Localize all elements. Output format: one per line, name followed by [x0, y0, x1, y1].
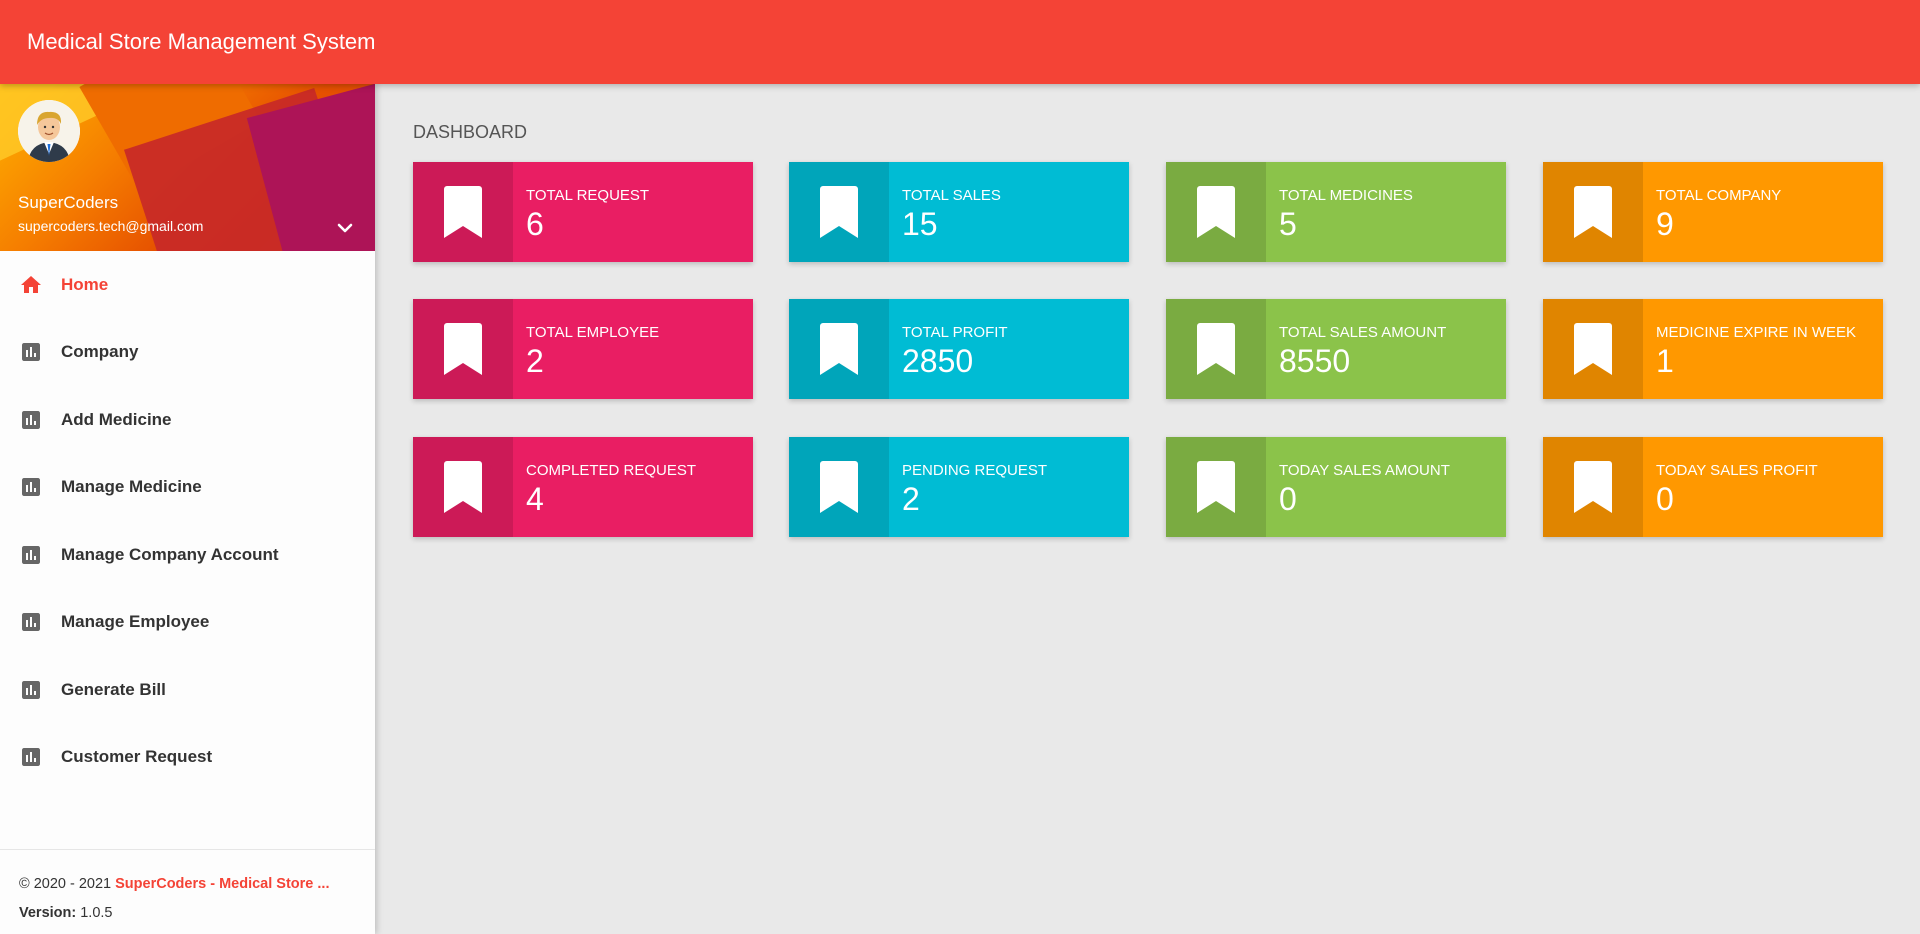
- card-label: TOTAL MEDICINES: [1279, 187, 1413, 204]
- card-total-sales-amount[interactable]: TOTAL SALES AMOUNT 8550: [1166, 299, 1506, 399]
- bookmark-icon: [1166, 437, 1266, 537]
- copyright-years: © 2020 - 2021: [19, 876, 116, 892]
- bar-chart-icon: [22, 748, 40, 767]
- card-medicine-expire-in-week[interactable]: MEDICINE EXPIRE IN WEEK 1: [1543, 299, 1883, 399]
- card-total-employee[interactable]: TOTAL EMPLOYEE 2: [413, 299, 753, 399]
- user-avatar-icon: [18, 100, 80, 162]
- bar-chart-icon: [22, 343, 40, 362]
- version-text: Version: 1.0.5: [19, 905, 113, 921]
- home-icon: [21, 275, 41, 293]
- copyright-text: © 2020 - 2021 SuperCoders - Medical Stor…: [19, 876, 359, 892]
- user-info-panel: SuperCoders supercoders.tech@gmail.com: [0, 84, 375, 251]
- bookmark-icon: [1543, 299, 1643, 399]
- card-today-sales-amount[interactable]: TODAY SALES AMOUNT 0: [1166, 437, 1506, 537]
- bookmark-icon: [413, 437, 513, 537]
- sidebar-item-home[interactable]: Home: [0, 251, 375, 319]
- card-label: TODAY SALES PROFIT: [1656, 462, 1818, 479]
- card-label: TOTAL EMPLOYEE: [526, 324, 660, 341]
- chevron-down-icon[interactable]: [333, 216, 357, 240]
- card-value: 5: [1279, 206, 1297, 242]
- card-completed-request[interactable]: COMPLETED REQUEST 4: [413, 437, 753, 537]
- bar-chart-icon: [22, 410, 40, 429]
- sidebar-item-label: Customer Request: [61, 747, 213, 767]
- user-name: SuperCoders: [18, 193, 119, 212]
- bookmark-icon: [789, 162, 889, 262]
- bookmark-icon: [1166, 299, 1266, 399]
- card-label: TOTAL SALES AMOUNT: [1279, 324, 1447, 341]
- card-value: 8550: [1279, 343, 1351, 379]
- page-title: DASHBOARD: [413, 122, 528, 142]
- card-label: TOTAL SALES: [902, 187, 1001, 204]
- sidebar-item-generate-bill[interactable]: Generate Bill: [0, 656, 375, 724]
- sidebar-item-label: Generate Bill: [61, 679, 166, 699]
- card-total-sales[interactable]: TOTAL SALES 15: [789, 162, 1129, 262]
- sidebar-item-customer-request[interactable]: Customer Request: [0, 724, 375, 792]
- app-title: Medical Store Management System: [27, 29, 376, 54]
- top-app-bar: Medical Store Management System: [0, 0, 1920, 84]
- card-value: 15: [902, 206, 938, 242]
- bar-chart-icon: [22, 478, 40, 497]
- card-value: 2: [902, 481, 920, 517]
- sidebar-footer: © 2020 - 2021 SuperCoders - Medical Stor…: [0, 849, 375, 934]
- main-content: DASHBOARD TOTAL REQUEST 6 TOTAL SALES 15…: [375, 84, 1920, 934]
- card-total-profit[interactable]: TOTAL PROFIT 2850: [789, 299, 1129, 399]
- card-value: 2: [526, 343, 544, 379]
- card-label: TOTAL REQUEST: [526, 187, 650, 204]
- card-total-company[interactable]: TOTAL COMPANY 9: [1543, 162, 1883, 262]
- sidebar-item-label: Manage Company Account: [61, 544, 279, 564]
- sidebar-item-company[interactable]: Company: [0, 319, 375, 387]
- sidebar-item-manage-medicine[interactable]: Manage Medicine: [0, 454, 375, 522]
- card-label: TODAY SALES AMOUNT: [1279, 462, 1450, 479]
- sidebar-item-label: Home: [61, 274, 109, 294]
- card-value: 6: [526, 206, 544, 242]
- card-label: COMPLETED REQUEST: [526, 462, 697, 479]
- bookmark-icon: [789, 299, 889, 399]
- card-pending-request[interactable]: PENDING REQUEST 2: [789, 437, 1129, 537]
- sidebar-item-label: Company: [61, 342, 139, 362]
- card-value: 2850: [902, 343, 974, 379]
- version-label: Version:: [19, 905, 77, 921]
- bar-chart-icon: [22, 613, 40, 632]
- sidebar-item-label: Manage Employee: [61, 612, 210, 632]
- sidebar: SuperCoders supercoders.tech@gmail.com H…: [0, 84, 375, 934]
- card-value: 4: [526, 481, 544, 517]
- card-label: PENDING REQUEST: [902, 462, 1048, 479]
- card-value: 0: [1656, 481, 1674, 517]
- sidebar-item-label: Manage Medicine: [61, 477, 202, 497]
- card-label: TOTAL PROFIT: [902, 324, 1008, 341]
- sidebar-item-manage-company-account[interactable]: Manage Company Account: [0, 521, 375, 589]
- card-value: 1: [1656, 343, 1674, 379]
- card-value: 0: [1279, 481, 1297, 517]
- sidebar-item-label: Add Medicine: [61, 409, 172, 429]
- footer-brand-link[interactable]: SuperCoders - Medical Store ...: [115, 876, 330, 892]
- card-total-request[interactable]: TOTAL REQUEST 6: [413, 162, 753, 262]
- sidebar-menu: Home Company Add Medicine Manage Medicin…: [0, 251, 375, 791]
- sidebar-item-manage-employee[interactable]: Manage Employee: [0, 589, 375, 657]
- bookmark-icon: [789, 437, 889, 537]
- bookmark-icon: [413, 299, 513, 399]
- user-email: supercoders.tech@gmail.com: [18, 218, 204, 234]
- card-value: 9: [1656, 206, 1674, 242]
- card-label: TOTAL COMPANY: [1656, 187, 1782, 204]
- bar-chart-icon: [22, 545, 40, 564]
- bookmark-icon: [413, 162, 513, 262]
- bookmark-icon: [1543, 162, 1643, 262]
- avatar: [18, 100, 80, 162]
- card-today-sales-profit[interactable]: TODAY SALES PROFIT 0: [1543, 437, 1883, 537]
- sidebar-item-add-medicine[interactable]: Add Medicine: [0, 386, 375, 454]
- version-number: 1.0.5: [76, 905, 113, 921]
- card-label: MEDICINE EXPIRE IN WEEK: [1656, 324, 1857, 341]
- bookmark-icon: [1166, 162, 1266, 262]
- bookmark-icon: [1543, 437, 1643, 537]
- card-total-medicines[interactable]: TOTAL MEDICINES 5: [1166, 162, 1506, 262]
- bar-chart-icon: [22, 680, 40, 699]
